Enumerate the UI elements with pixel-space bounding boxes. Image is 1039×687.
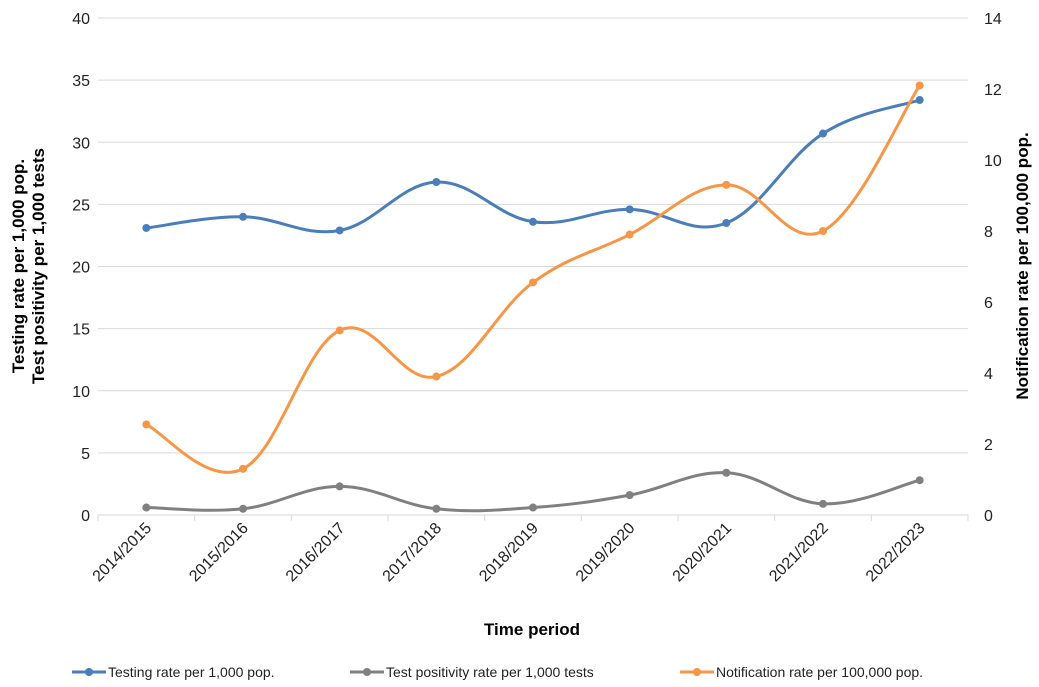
right-axis: 0 2 4 6 8 10 12 14 (984, 11, 1002, 525)
x-tick-label: 2014/2015 (90, 520, 156, 586)
right-tick-label: 2 (984, 437, 993, 454)
data-point (335, 482, 344, 491)
left-tick-label: 5 (81, 446, 90, 463)
data-point (529, 278, 537, 287)
legend-swatch-marker (85, 668, 93, 676)
legend-swatch-marker (693, 668, 701, 676)
data-point (239, 464, 247, 473)
data-point (239, 212, 247, 221)
data-point (142, 223, 151, 232)
left-tick-label: 40 (72, 11, 90, 28)
data-point (432, 504, 441, 513)
gridlines (98, 17, 968, 516)
left-tick-label: 25 (72, 197, 90, 214)
x-axis: 2014/2015 2015/2016 2016/2017 2017/2018 2018… (90, 515, 969, 586)
data-point (819, 227, 827, 235)
data-point (915, 81, 924, 90)
x-tick-label: 2022/2023 (863, 520, 929, 586)
data-point (819, 129, 827, 138)
series-layer (142, 81, 924, 513)
data-point (335, 326, 344, 335)
right-tick-label: 8 (984, 224, 993, 241)
data-point (432, 372, 441, 381)
legend-item: Testing rate per 1,000 pop. (72, 664, 275, 680)
legend-label: Notification rate per 100,000 pop. (716, 664, 923, 680)
left-axis-title-line1: Testing rate per 1,000 pop. (9, 159, 28, 373)
data-point (142, 420, 151, 429)
right-tick-label: 14 (984, 11, 1002, 28)
data-point (915, 476, 924, 485)
data-point (625, 230, 634, 239)
x-tick-label: 2019/2020 (573, 520, 639, 586)
data-point (335, 226, 344, 235)
left-axis-title-line2: Test positivity per 1,000 tests (29, 148, 48, 384)
x-tick-label: 2018/2019 (476, 520, 542, 586)
data-point (819, 499, 827, 508)
legend-item: Notification rate per 100,000 pop. (680, 664, 923, 680)
data-point (722, 180, 731, 189)
legend-swatch-marker (363, 668, 371, 676)
left-tick-label: 35 (72, 73, 90, 90)
left-tick-label: 30 (72, 135, 90, 152)
left-tick-label: 20 (72, 260, 90, 277)
series-line (145, 84, 921, 474)
x-tick-label: 2020/2021 (670, 520, 736, 586)
data-point (625, 205, 634, 214)
data-point (625, 491, 634, 500)
data-point (722, 219, 731, 228)
x-axis-title: Time period (484, 620, 580, 639)
x-tick-label: 2021/2022 (766, 520, 832, 586)
x-tick-label: 2015/2016 (186, 520, 252, 586)
series-line (146, 98, 921, 234)
left-tick-label: 0 (81, 508, 90, 525)
data-point (529, 217, 537, 226)
series-2 (142, 81, 924, 474)
right-tick-label: 0 (984, 508, 993, 525)
legend-label: Test positivity rate per 1,000 tests (386, 664, 594, 680)
left-tick-label: 10 (72, 384, 90, 401)
series-1 (142, 468, 924, 513)
data-point (915, 96, 924, 105)
x-tick-label: 2016/2017 (283, 520, 349, 586)
right-tick-label: 12 (984, 82, 1002, 99)
left-axis: 0 5 10 15 20 25 30 35 40 (72, 11, 90, 525)
legend: Testing rate per 1,000 pop. Test positivi… (72, 664, 923, 680)
data-point (529, 503, 537, 512)
legend-item: Test positivity rate per 1,000 tests (350, 664, 594, 680)
right-tick-label: 4 (984, 366, 993, 383)
data-point (142, 503, 151, 512)
legend-label: Testing rate per 1,000 pop. (108, 664, 275, 680)
right-tick-label: 6 (984, 295, 993, 312)
series-0 (142, 96, 924, 235)
data-point (239, 504, 247, 513)
x-tick-label: 2017/2018 (380, 520, 446, 586)
left-tick-label: 15 (72, 322, 90, 339)
data-point (722, 468, 731, 477)
right-axis-title: Notification rate per 100,000 pop. (1013, 132, 1032, 399)
data-point (432, 178, 441, 187)
right-tick-label: 10 (984, 153, 1002, 170)
